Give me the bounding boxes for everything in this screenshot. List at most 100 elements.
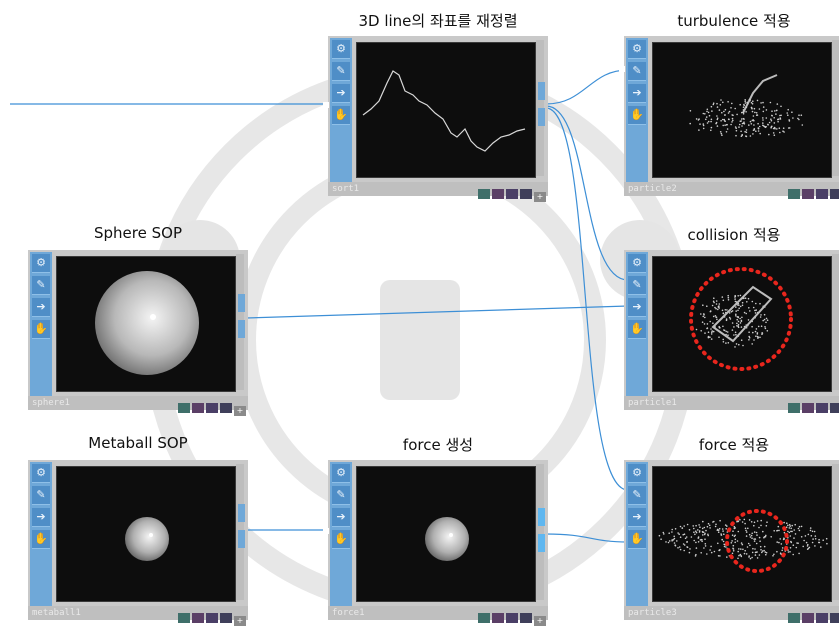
- output-connector[interactable]: [238, 320, 245, 338]
- output-connector[interactable]: [238, 530, 245, 548]
- display-flag-button[interactable]: [478, 613, 490, 623]
- output-connector[interactable]: [538, 534, 545, 552]
- particle-dot: [702, 315, 704, 318]
- particle-dot: [746, 301, 748, 303]
- particle-dot: [718, 305, 720, 307]
- display-flag-button[interactable]: [788, 189, 800, 199]
- arrow-right-icon[interactable]: ➔: [332, 508, 350, 527]
- bypass-flag-button[interactable]: [206, 613, 218, 623]
- pencil-icon[interactable]: ✎: [628, 276, 646, 295]
- particle-dot: [752, 129, 755, 131]
- render-flag-button[interactable]: [802, 189, 814, 199]
- hand-icon[interactable]: ✋: [32, 320, 50, 339]
- pencil-icon[interactable]: ✎: [628, 62, 646, 81]
- pencil-icon[interactable]: ✎: [32, 276, 50, 295]
- particle-dot: [724, 114, 726, 116]
- hand-icon[interactable]: ✋: [628, 320, 646, 339]
- render-flag-button[interactable]: [802, 613, 814, 623]
- gear-icon[interactable]: ⚙: [32, 254, 50, 273]
- gear-icon[interactable]: ⚙: [332, 40, 350, 59]
- lock-flag-button[interactable]: [520, 189, 532, 199]
- lock-flag-button[interactable]: [220, 613, 232, 623]
- lock-flag-button[interactable]: [220, 403, 232, 413]
- particle-dot: [759, 132, 761, 135]
- input-connector[interactable]: [619, 66, 625, 72]
- node-viewer[interactable]: [356, 466, 536, 602]
- bypass-flag-button[interactable]: [206, 403, 218, 413]
- arrow-right-icon[interactable]: ➔: [332, 84, 350, 103]
- pencil-icon[interactable]: ✎: [332, 486, 350, 505]
- display-flag-button[interactable]: [478, 189, 490, 199]
- particle-dot: [671, 528, 673, 531]
- lock-flag-button[interactable]: [830, 403, 839, 413]
- bypass-flag-button[interactable]: [506, 613, 518, 623]
- particle-dot: [765, 317, 768, 320]
- display-flag-button[interactable]: [788, 403, 800, 413]
- render-flag-button[interactable]: [492, 613, 504, 623]
- pencil-icon[interactable]: ✎: [332, 62, 350, 81]
- output-connector[interactable]: [538, 108, 545, 126]
- gear-icon[interactable]: ⚙: [628, 254, 646, 273]
- arrow-right-icon[interactable]: ➔: [32, 508, 50, 527]
- expand-button[interactable]: +: [534, 192, 546, 202]
- particle-dot: [787, 108, 789, 111]
- pencil-icon[interactable]: ✎: [32, 486, 50, 505]
- hand-icon[interactable]: ✋: [332, 106, 350, 125]
- gear-icon[interactable]: ⚙: [332, 464, 350, 483]
- lock-flag-button[interactable]: [830, 613, 839, 623]
- output-connector[interactable]: [238, 504, 245, 522]
- hand-icon[interactable]: ✋: [628, 530, 646, 549]
- particle-dot: [720, 120, 722, 122]
- gear-icon[interactable]: ⚙: [32, 464, 50, 483]
- node-viewer[interactable]: [356, 42, 536, 178]
- render-flag-button[interactable]: [192, 613, 204, 623]
- expand-button[interactable]: +: [234, 616, 246, 626]
- bypass-flag-button[interactable]: [816, 403, 828, 413]
- hand-icon[interactable]: ✋: [332, 530, 350, 549]
- node-viewer[interactable]: [652, 42, 832, 178]
- node-viewer[interactable]: [652, 256, 832, 392]
- render-flag-button[interactable]: [492, 189, 504, 199]
- arrow-right-icon[interactable]: ➔: [628, 508, 646, 527]
- input-connector[interactable]: [323, 528, 329, 534]
- arrow-right-icon[interactable]: ➔: [628, 298, 646, 317]
- particle-dot: [745, 553, 748, 555]
- pencil-icon[interactable]: ✎: [628, 486, 646, 505]
- particle-dot: [757, 130, 760, 132]
- particle-dot: [773, 117, 775, 119]
- node-viewer[interactable]: [56, 466, 236, 602]
- input-connector[interactable]: [323, 102, 329, 108]
- particle-dot: [716, 115, 718, 117]
- arrow-right-icon[interactable]: ➔: [628, 84, 646, 103]
- display-flag-button[interactable]: [788, 613, 800, 623]
- particle-dot: [740, 339, 743, 341]
- bypass-flag-button[interactable]: [506, 189, 518, 199]
- display-flag-button[interactable]: [178, 613, 190, 623]
- output-connector[interactable]: [538, 82, 545, 100]
- hand-icon[interactable]: ✋: [628, 106, 646, 125]
- node-viewer[interactable]: [652, 466, 832, 602]
- particle-dot: [699, 539, 702, 541]
- expand-button[interactable]: +: [234, 406, 246, 416]
- display-flag-button[interactable]: [178, 403, 190, 413]
- output-connector[interactable]: [238, 294, 245, 312]
- gear-icon[interactable]: ⚙: [628, 40, 646, 59]
- render-flag-button[interactable]: [192, 403, 204, 413]
- expand-button[interactable]: +: [534, 616, 546, 626]
- bypass-flag-button[interactable]: [816, 613, 828, 623]
- node-viewer[interactable]: [56, 256, 236, 392]
- hand-icon[interactable]: ✋: [32, 530, 50, 549]
- gear-icon[interactable]: ⚙: [628, 464, 646, 483]
- arrow-right-icon[interactable]: ➔: [32, 298, 50, 317]
- bypass-flag-button[interactable]: [816, 189, 828, 199]
- particle-dot: [679, 548, 682, 551]
- lock-flag-button[interactable]: [520, 613, 532, 623]
- lock-flag-button[interactable]: [830, 189, 839, 199]
- particle-dot: [709, 527, 711, 529]
- particle-dot: [701, 538, 703, 541]
- particle-dot: [671, 531, 673, 533]
- render-flag-button[interactable]: [802, 403, 814, 413]
- particle-dot: [721, 309, 724, 312]
- particle-dot: [774, 127, 776, 130]
- output-connector[interactable]: [538, 508, 545, 526]
